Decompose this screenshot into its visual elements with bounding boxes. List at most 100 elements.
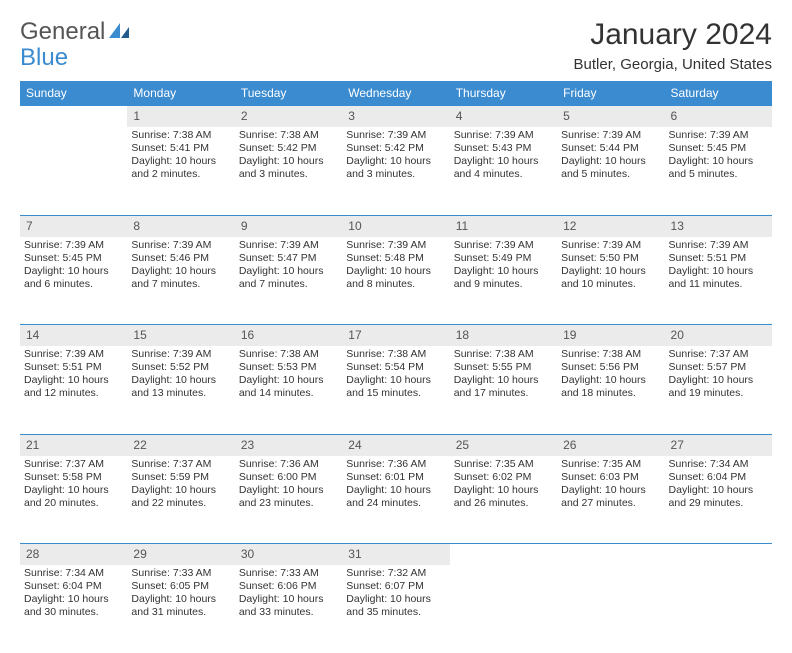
daylight-text-2: and 7 minutes. xyxy=(239,278,338,291)
sunset-text: Sunset: 5:49 PM xyxy=(454,252,553,265)
day-number-cell-3: 3 xyxy=(342,106,449,128)
sunset-text: Sunset: 5:42 PM xyxy=(239,142,338,155)
sunset-text: Sunset: 5:42 PM xyxy=(346,142,445,155)
day-number-cell-28: 28 xyxy=(20,544,127,566)
sunrise-text: Sunrise: 7:33 AM xyxy=(131,567,230,580)
week-number-row: 28293031 xyxy=(20,544,772,566)
daylight-text: Daylight: 10 hours xyxy=(239,484,338,497)
daylight-text-2: and 11 minutes. xyxy=(669,278,768,291)
day-number-cell-20: 20 xyxy=(665,325,772,347)
daylight-text-2: and 33 minutes. xyxy=(239,606,338,619)
day-number-cell-22: 22 xyxy=(127,434,234,456)
daylight-text-2: and 5 minutes. xyxy=(669,168,768,181)
daylight-text-2: and 5 minutes. xyxy=(561,168,660,181)
calendar-header-row: SundayMondayTuesdayWednesdayThursdayFrid… xyxy=(20,81,772,106)
sunrise-text: Sunrise: 7:39 AM xyxy=(346,239,445,252)
day-number-cell-4: 4 xyxy=(450,106,557,128)
sunset-text: Sunset: 5:51 PM xyxy=(669,252,768,265)
logo-text-blue-wrap: Blue xyxy=(20,44,68,72)
day-cell-5: Sunrise: 7:39 AMSunset: 5:44 PMDaylight:… xyxy=(557,127,664,215)
sunset-text: Sunset: 5:59 PM xyxy=(131,471,230,484)
day-cell-23: Sunrise: 7:36 AMSunset: 6:00 PMDaylight:… xyxy=(235,456,342,544)
day-cell-2: Sunrise: 7:38 AMSunset: 5:42 PMDaylight:… xyxy=(235,127,342,215)
sunset-text: Sunset: 5:54 PM xyxy=(346,361,445,374)
location: Butler, Georgia, United States xyxy=(574,56,772,73)
day-header-wednesday: Wednesday xyxy=(342,81,449,106)
sunrise-text: Sunrise: 7:37 AM xyxy=(24,458,123,471)
day-cell-27: Sunrise: 7:34 AMSunset: 6:04 PMDaylight:… xyxy=(665,456,772,544)
sunset-text: Sunset: 5:45 PM xyxy=(669,142,768,155)
calendar-table: SundayMondayTuesdayWednesdayThursdayFrid… xyxy=(20,81,772,653)
daylight-text: Daylight: 10 hours xyxy=(669,484,768,497)
sunrise-text: Sunrise: 7:39 AM xyxy=(131,239,230,252)
empty-cell xyxy=(450,565,557,653)
day-number: 30 xyxy=(235,544,342,565)
day-cell-14: Sunrise: 7:39 AMSunset: 5:51 PMDaylight:… xyxy=(20,346,127,434)
sunrise-text: Sunrise: 7:38 AM xyxy=(131,129,230,142)
daylight-text: Daylight: 10 hours xyxy=(346,374,445,387)
day-cell-17: Sunrise: 7:38 AMSunset: 5:54 PMDaylight:… xyxy=(342,346,449,434)
day-cell-9: Sunrise: 7:39 AMSunset: 5:47 PMDaylight:… xyxy=(235,237,342,325)
sunrise-text: Sunrise: 7:38 AM xyxy=(561,348,660,361)
sunset-text: Sunset: 5:51 PM xyxy=(24,361,123,374)
empty-cell xyxy=(20,106,127,128)
week-content-row: Sunrise: 7:34 AMSunset: 6:04 PMDaylight:… xyxy=(20,565,772,653)
day-number-cell-12: 12 xyxy=(557,215,664,237)
daylight-text-2: and 19 minutes. xyxy=(669,387,768,400)
day-cell-8: Sunrise: 7:39 AMSunset: 5:46 PMDaylight:… xyxy=(127,237,234,325)
day-header-saturday: Saturday xyxy=(665,81,772,106)
day-number: 8 xyxy=(127,216,234,237)
daylight-text-2: and 35 minutes. xyxy=(346,606,445,619)
daylight-text: Daylight: 10 hours xyxy=(346,265,445,278)
day-cell-20: Sunrise: 7:37 AMSunset: 5:57 PMDaylight:… xyxy=(665,346,772,434)
sunrise-text: Sunrise: 7:38 AM xyxy=(346,348,445,361)
sunrise-text: Sunrise: 7:39 AM xyxy=(454,129,553,142)
day-number: 21 xyxy=(20,435,127,456)
week-number-row: 123456 xyxy=(20,106,772,128)
day-number-cell-23: 23 xyxy=(235,434,342,456)
day-cell-15: Sunrise: 7:39 AMSunset: 5:52 PMDaylight:… xyxy=(127,346,234,434)
daylight-text-2: and 23 minutes. xyxy=(239,497,338,510)
day-cell-26: Sunrise: 7:35 AMSunset: 6:03 PMDaylight:… xyxy=(557,456,664,544)
daylight-text-2: and 20 minutes. xyxy=(24,497,123,510)
day-number: 14 xyxy=(20,325,127,346)
daylight-text-2: and 26 minutes. xyxy=(454,497,553,510)
daylight-text: Daylight: 10 hours xyxy=(131,374,230,387)
daylight-text-2: and 3 minutes. xyxy=(346,168,445,181)
day-number-cell-2: 2 xyxy=(235,106,342,128)
day-number: 17 xyxy=(342,325,449,346)
day-number: 10 xyxy=(342,216,449,237)
sunrise-text: Sunrise: 7:39 AM xyxy=(131,348,230,361)
daylight-text: Daylight: 10 hours xyxy=(561,374,660,387)
day-number: 13 xyxy=(665,216,772,237)
sunrise-text: Sunrise: 7:35 AM xyxy=(454,458,553,471)
daylight-text-2: and 15 minutes. xyxy=(346,387,445,400)
day-number-cell-29: 29 xyxy=(127,544,234,566)
day-cell-31: Sunrise: 7:32 AMSunset: 6:07 PMDaylight:… xyxy=(342,565,449,653)
daylight-text: Daylight: 10 hours xyxy=(346,484,445,497)
logo-text-general: General xyxy=(20,18,105,46)
sunrise-text: Sunrise: 7:38 AM xyxy=(454,348,553,361)
sunrise-text: Sunrise: 7:39 AM xyxy=(454,239,553,252)
sunset-text: Sunset: 5:45 PM xyxy=(24,252,123,265)
sunset-text: Sunset: 5:56 PM xyxy=(561,361,660,374)
day-number: 1 xyxy=(127,106,234,127)
week-number-row: 21222324252627 xyxy=(20,434,772,456)
day-cell-19: Sunrise: 7:38 AMSunset: 5:56 PMDaylight:… xyxy=(557,346,664,434)
logo-text-blue: Blue xyxy=(20,44,68,71)
sunrise-text: Sunrise: 7:36 AM xyxy=(346,458,445,471)
day-cell-6: Sunrise: 7:39 AMSunset: 5:45 PMDaylight:… xyxy=(665,127,772,215)
day-header-sunday: Sunday xyxy=(20,81,127,106)
daylight-text: Daylight: 10 hours xyxy=(24,374,123,387)
sunset-text: Sunset: 5:55 PM xyxy=(454,361,553,374)
daylight-text: Daylight: 10 hours xyxy=(561,155,660,168)
day-number: 5 xyxy=(557,106,664,127)
week-number-row: 78910111213 xyxy=(20,215,772,237)
sunset-text: Sunset: 5:48 PM xyxy=(346,252,445,265)
day-number: 19 xyxy=(557,325,664,346)
daylight-text: Daylight: 10 hours xyxy=(239,593,338,606)
daylight-text-2: and 17 minutes. xyxy=(454,387,553,400)
sunset-text: Sunset: 6:00 PM xyxy=(239,471,338,484)
week-content-row: Sunrise: 7:39 AMSunset: 5:51 PMDaylight:… xyxy=(20,346,772,434)
daylight-text: Daylight: 10 hours xyxy=(454,265,553,278)
